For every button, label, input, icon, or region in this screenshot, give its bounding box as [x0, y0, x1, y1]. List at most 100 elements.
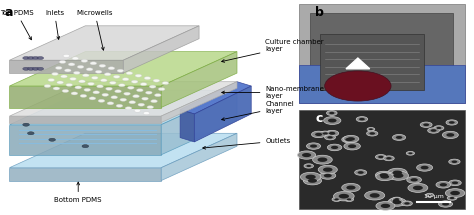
Circle shape [37, 67, 44, 70]
Circle shape [346, 138, 353, 141]
Circle shape [32, 57, 39, 60]
Circle shape [124, 92, 130, 95]
Circle shape [310, 144, 317, 148]
Text: Channel
layer: Channel layer [222, 101, 294, 120]
Polygon shape [161, 90, 237, 155]
Circle shape [388, 198, 406, 206]
Circle shape [393, 173, 403, 178]
Circle shape [118, 84, 125, 87]
Circle shape [79, 80, 85, 83]
Circle shape [334, 192, 354, 201]
Circle shape [436, 181, 451, 188]
Circle shape [86, 68, 93, 71]
Circle shape [392, 197, 401, 201]
Circle shape [106, 87, 112, 90]
Polygon shape [161, 52, 237, 108]
Circle shape [308, 179, 317, 183]
Text: c: c [315, 112, 323, 125]
Circle shape [120, 98, 127, 101]
Circle shape [93, 91, 100, 94]
Circle shape [426, 193, 434, 197]
Circle shape [417, 164, 433, 171]
Circle shape [376, 202, 395, 210]
Polygon shape [161, 82, 237, 123]
Circle shape [401, 201, 412, 206]
Circle shape [44, 84, 51, 88]
Circle shape [320, 172, 336, 179]
Circle shape [153, 79, 160, 82]
Circle shape [326, 130, 339, 136]
Circle shape [365, 191, 385, 200]
Circle shape [68, 63, 75, 66]
Circle shape [57, 81, 64, 84]
Circle shape [450, 197, 455, 199]
Circle shape [61, 75, 67, 78]
Circle shape [149, 85, 156, 88]
Circle shape [328, 119, 337, 123]
Circle shape [155, 94, 161, 97]
Polygon shape [180, 82, 251, 114]
Polygon shape [180, 110, 194, 142]
Circle shape [375, 155, 386, 159]
Circle shape [147, 106, 154, 109]
Polygon shape [9, 168, 161, 181]
Circle shape [117, 69, 124, 72]
Circle shape [53, 87, 60, 90]
Text: Top PDMS: Top PDMS [0, 10, 33, 40]
Circle shape [32, 67, 39, 70]
Circle shape [62, 89, 69, 92]
Circle shape [142, 97, 148, 100]
Circle shape [23, 123, 29, 126]
Circle shape [59, 60, 66, 63]
Polygon shape [9, 60, 123, 73]
Circle shape [27, 132, 34, 135]
Polygon shape [194, 86, 251, 142]
Circle shape [325, 71, 391, 101]
Circle shape [338, 194, 349, 198]
Text: a: a [5, 6, 13, 19]
Circle shape [108, 67, 115, 70]
Circle shape [303, 177, 321, 185]
Circle shape [449, 121, 455, 124]
Circle shape [23, 67, 29, 70]
Circle shape [386, 157, 392, 160]
Circle shape [82, 145, 89, 148]
Polygon shape [9, 116, 161, 123]
Text: Bottom PDMS: Bottom PDMS [55, 182, 102, 203]
Circle shape [135, 74, 142, 77]
Circle shape [328, 136, 333, 139]
Circle shape [131, 80, 138, 83]
Circle shape [359, 118, 365, 120]
Circle shape [116, 104, 123, 107]
Circle shape [369, 128, 373, 130]
Circle shape [428, 194, 432, 196]
Circle shape [151, 100, 157, 103]
Circle shape [128, 86, 134, 89]
Circle shape [81, 59, 88, 62]
Circle shape [129, 101, 136, 104]
Circle shape [73, 71, 80, 74]
Circle shape [82, 74, 89, 77]
Polygon shape [9, 26, 199, 60]
Circle shape [126, 72, 133, 75]
Circle shape [64, 69, 71, 72]
Circle shape [88, 82, 94, 85]
Circle shape [331, 146, 338, 149]
Circle shape [404, 202, 410, 205]
Circle shape [27, 57, 34, 60]
Polygon shape [9, 125, 161, 155]
Circle shape [348, 144, 356, 148]
Circle shape [356, 117, 368, 122]
Circle shape [111, 96, 118, 99]
Circle shape [447, 196, 457, 200]
Circle shape [72, 57, 79, 60]
Circle shape [430, 129, 437, 132]
Circle shape [428, 128, 439, 133]
Circle shape [100, 79, 107, 82]
Circle shape [143, 112, 150, 115]
Circle shape [138, 103, 145, 106]
Circle shape [329, 112, 335, 114]
Circle shape [395, 198, 399, 200]
Circle shape [297, 151, 316, 159]
Circle shape [449, 180, 461, 186]
